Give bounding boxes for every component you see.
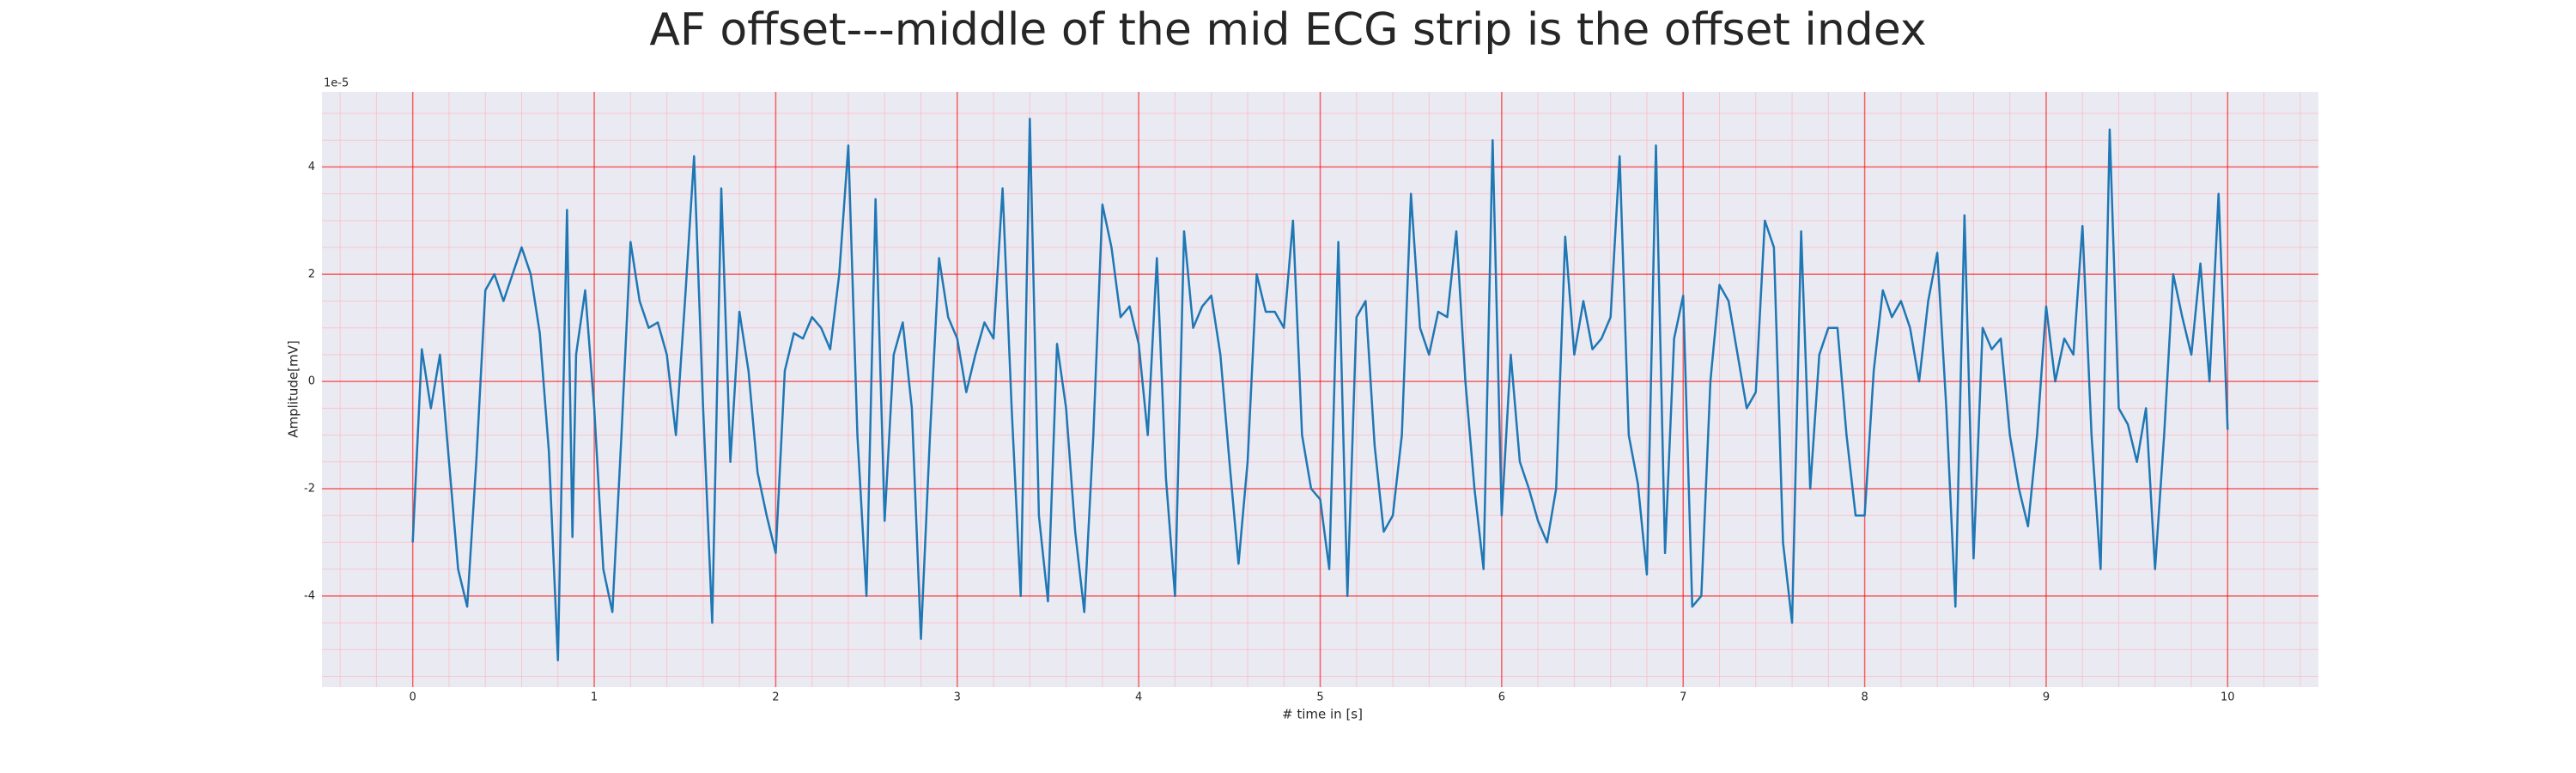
x-tick-label: 1 (591, 691, 598, 704)
y-tick-label: 4 (308, 161, 315, 173)
y-tick-label: -4 (304, 589, 315, 602)
x-tick-label: 7 (1680, 691, 1686, 704)
x-tick-label: 4 (1135, 691, 1142, 704)
x-tick-label: 0 (410, 691, 416, 704)
y-axis-label: Amplitude[mV] (286, 340, 301, 437)
y-tick-label: -2 (304, 483, 315, 496)
y-tick-label: 2 (308, 268, 315, 281)
x-axis-label: # time in [s] (1282, 707, 1363, 722)
x-tick-label: 10 (2221, 691, 2235, 704)
x-tick-label: 3 (954, 691, 961, 704)
x-tick-label: 6 (1498, 691, 1505, 704)
ecg-line (411, 117, 2229, 662)
y-offset-label: 1e-5 (324, 77, 349, 90)
x-tick-label: 9 (2043, 691, 2050, 704)
x-tick-label: 8 (1861, 691, 1868, 704)
y-tick-label: 0 (308, 375, 315, 388)
chart-title: AF offset---middle of the mid ECG strip … (649, 4, 1926, 56)
x-tick-label: 2 (772, 691, 779, 704)
x-tick-label: 5 (1316, 691, 1323, 704)
